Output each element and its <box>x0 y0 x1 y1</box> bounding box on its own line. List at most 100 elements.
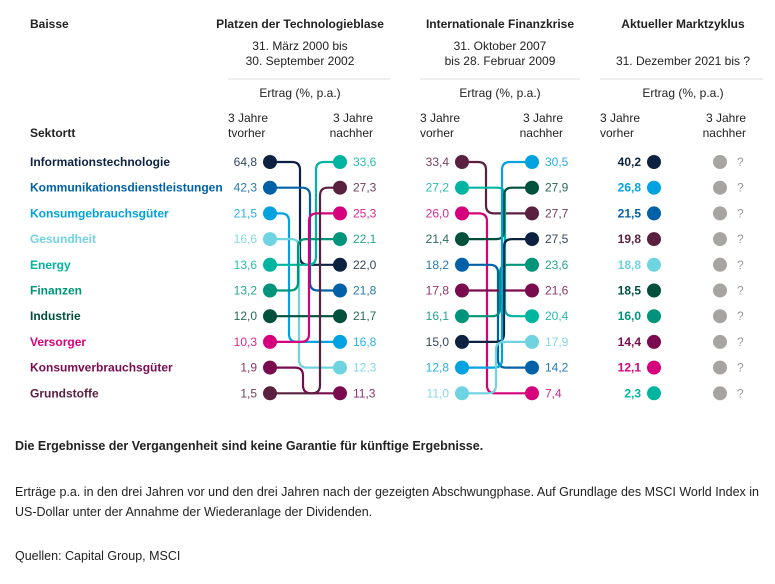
before-label: vorher <box>600 126 634 140</box>
connector-line <box>270 212 340 343</box>
sector-label: Energy <box>30 258 71 272</box>
before-value: 19,8 <box>618 232 642 246</box>
after-label: nachher <box>330 126 373 140</box>
after-dot <box>333 257 347 272</box>
before-value: 33,4 <box>426 155 450 169</box>
unknown-value: ? <box>737 309 744 323</box>
sector-label: Konsumverbrauchsgüter <box>30 361 173 375</box>
sector-label: Finanzen <box>30 284 82 298</box>
before-dot <box>455 206 469 221</box>
connector-line <box>462 263 532 369</box>
methodology-note: Erträge p.a. in den drei Jahren vor und … <box>15 485 759 519</box>
after-label: nachher <box>520 126 563 140</box>
after-dot <box>333 155 347 169</box>
after-dot <box>525 386 539 401</box>
after-dot <box>333 386 347 401</box>
before-dot <box>647 232 661 247</box>
unknown-dot <box>713 257 727 272</box>
before-label: 3 Jahre <box>600 111 640 125</box>
after-dot <box>333 206 347 221</box>
after-dot <box>333 232 347 247</box>
after-dot <box>525 232 539 247</box>
after-value: 14,2 <box>545 361 569 375</box>
after-dot <box>333 334 347 349</box>
unknown-dot <box>713 180 727 195</box>
unknown-value: ? <box>737 284 744 298</box>
before-value: 42,3 <box>234 181 258 195</box>
connector-line <box>270 366 340 395</box>
before-dot <box>455 360 469 375</box>
sector-label: Informationstechnologie <box>30 155 170 169</box>
after-value: 7,4 <box>545 386 562 400</box>
before-dot <box>455 257 469 272</box>
unknown-value: ? <box>737 258 744 272</box>
unknown-value: ? <box>737 206 744 220</box>
after-value: 16,8 <box>353 335 377 349</box>
after-dot <box>333 309 347 324</box>
after-dot <box>333 283 347 298</box>
connector-line <box>270 212 340 343</box>
before-dot <box>647 360 661 375</box>
connector-line <box>270 238 340 369</box>
after-value: 23,6 <box>545 258 569 272</box>
before-value: 16,0 <box>618 309 642 323</box>
unknown-dot <box>713 386 727 401</box>
sector-header: Sektortt <box>30 126 75 140</box>
after-value: 25,3 <box>353 206 377 220</box>
period-title: Aktueller Marktzyklus <box>621 17 745 31</box>
period-dates: 30. September 2002 <box>246 54 355 68</box>
before-value: 1,9 <box>240 361 257 375</box>
connector-line <box>462 238 532 343</box>
before-value: 14,4 <box>618 335 642 349</box>
before-value: 21,4 <box>426 232 450 246</box>
after-dot <box>525 206 539 221</box>
sector-slope-chart: Baisse Sektortt Informationstechnologie Kom… <box>30 17 763 401</box>
after-label: 3 Jahre <box>333 111 373 125</box>
after-value: 33,6 <box>353 155 377 169</box>
before-dot <box>455 386 469 401</box>
before-dot <box>263 206 277 221</box>
after-value: 11,3 <box>353 386 376 400</box>
before-value: 16,6 <box>234 232 258 246</box>
before-value: 1,5 <box>240 386 257 400</box>
unknown-value: ? <box>737 386 744 400</box>
after-value: 27,9 <box>545 181 569 195</box>
before-value: 18,8 <box>618 258 642 272</box>
before-dot <box>647 257 661 272</box>
unknown-dot <box>713 232 727 247</box>
before-dot <box>263 360 277 375</box>
before-value: 12,8 <box>426 361 450 375</box>
unknown-dot <box>713 283 727 298</box>
after-dot <box>333 180 347 195</box>
before-dot <box>263 334 277 349</box>
before-label: 3 Jahre <box>420 111 460 125</box>
before-dot <box>647 180 661 195</box>
before-value: 2,3 <box>624 386 641 400</box>
before-value: 11,0 <box>427 386 450 400</box>
after-value: 27,5 <box>545 232 569 246</box>
after-dot <box>525 257 539 272</box>
before-value: 21,5 <box>618 206 642 220</box>
sector-label: Gesundheit <box>30 232 96 246</box>
before-value: 15,0 <box>426 335 450 349</box>
after-dot <box>525 283 539 298</box>
unknown-value: ? <box>737 155 744 169</box>
before-value: 12,1 <box>618 361 642 375</box>
period-title: Internationale Finanzkrise <box>426 17 574 31</box>
after-label: 3 Jahre <box>706 111 746 125</box>
sector-label: Versorger <box>30 335 86 349</box>
unknown-dot <box>713 155 727 169</box>
before-dot <box>263 180 277 195</box>
after-value: 22,0 <box>353 258 377 272</box>
before-dot <box>647 155 661 169</box>
before-value: 27,2 <box>426 181 450 195</box>
after-value: 21,8 <box>353 284 377 298</box>
before-dot <box>455 155 469 169</box>
after-value: 12,3 <box>353 361 377 375</box>
unknown-dot <box>713 309 727 324</box>
sector-label: Konsumgebrauchsgüter <box>30 206 169 220</box>
after-dot <box>525 180 539 195</box>
before-value: 10,3 <box>234 335 258 349</box>
sector-label: Grundstoffe <box>30 386 99 400</box>
period-title: Platzen der Technologieblase <box>216 17 384 31</box>
